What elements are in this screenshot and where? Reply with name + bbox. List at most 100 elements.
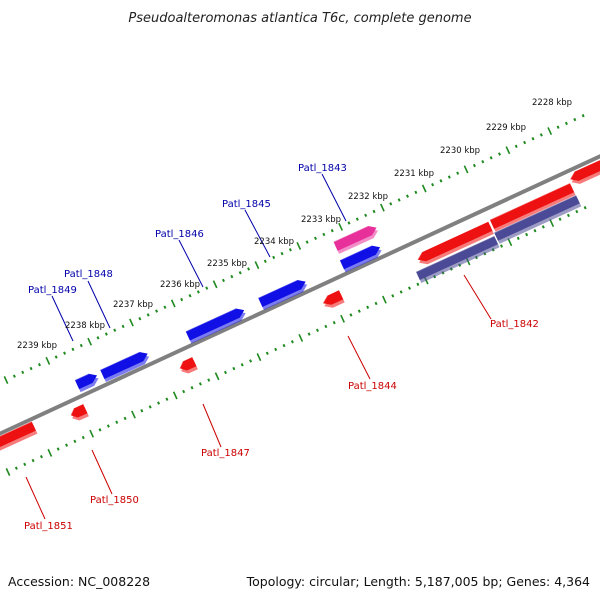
outer-minor-tick — [180, 297, 184, 302]
outer-minor-tick — [456, 171, 460, 175]
inner-major-tick — [5, 468, 11, 476]
inner-minor-tick — [23, 462, 27, 467]
outer-minor-tick — [581, 114, 585, 118]
gene-label-patl-1844: Patl_1844 — [348, 381, 397, 392]
outer-minor-tick — [539, 133, 543, 137]
outer-minor-tick — [21, 370, 25, 375]
outer-minor-tick — [498, 152, 502, 156]
inner-minor-tick — [399, 290, 403, 294]
genome-summary-text: Topology: circular; Length: 5,187,005 bp… — [246, 574, 590, 589]
outer-major-tick — [254, 261, 260, 270]
inner-minor-tick — [157, 401, 161, 405]
outer-major-tick — [380, 203, 385, 212]
outer-minor-tick — [372, 209, 376, 214]
inner-major-tick — [340, 314, 345, 323]
outer-major-tick — [129, 318, 134, 327]
gene-label-patl-1843: Patl_1843 — [298, 163, 347, 174]
inner-minor-tick — [148, 405, 152, 409]
outer-major-tick — [338, 222, 343, 231]
outer-minor-tick — [472, 163, 476, 168]
inner-minor-tick — [182, 389, 186, 394]
inner-major-tick — [172, 391, 178, 400]
inner-minor-tick — [31, 458, 35, 463]
outer-minor-tick — [347, 221, 351, 225]
outer-major-tick — [45, 356, 51, 365]
inner-minor-tick — [240, 363, 244, 367]
inner-minor-tick — [558, 217, 562, 221]
inner-major-tick — [214, 372, 220, 381]
leader-patl-1846 — [178, 239, 204, 288]
kbp-tick-labels: 2228 kbp 2229 kbp 2230 kbp 2231 kbp 2232… — [17, 98, 572, 351]
inner-minor-tick — [232, 366, 236, 371]
outer-major-tick — [463, 165, 469, 174]
leader-patl-1845 — [244, 209, 271, 258]
inner-major-tick — [131, 410, 136, 419]
outer-minor-tick — [113, 328, 117, 332]
kbp-label-2234: 2234 kbp — [254, 237, 294, 247]
inner-minor-tick — [198, 382, 202, 386]
inner-minor-tick — [56, 447, 60, 451]
inner-minor-tick — [123, 416, 127, 421]
kbp-label-2232: 2232 kbp — [348, 192, 388, 202]
inner-minor-tick — [408, 286, 411, 290]
outer-minor-tick — [573, 117, 577, 122]
outer-tick-ring — [3, 114, 585, 384]
outer-major-tick — [212, 280, 218, 289]
inner-minor-tick — [265, 351, 269, 355]
outer-major-tick — [3, 376, 9, 384]
outer-minor-tick — [514, 144, 518, 149]
inner-major-tick — [256, 353, 262, 362]
inner-minor-tick — [39, 454, 43, 459]
outer-minor-tick — [330, 228, 334, 233]
outer-minor-tick — [406, 194, 409, 198]
gene-patl-1842 — [417, 221, 494, 265]
kbp-label-2230: 2230 kbp — [440, 146, 480, 156]
outer-minor-tick — [247, 267, 251, 271]
gene-label-patl-1847: Patl_1847 — [201, 448, 250, 459]
inner-minor-tick — [282, 343, 286, 348]
outer-minor-tick — [138, 317, 142, 321]
outer-minor-tick — [155, 309, 159, 313]
inner-minor-tick — [366, 305, 370, 310]
map-title: Pseudoalteromonas atlantica T6c, complet… — [128, 11, 471, 26]
leader-patl-1844 — [347, 335, 371, 380]
gene-label-patl-1846: Patl_1846 — [155, 229, 204, 240]
outer-minor-tick — [96, 336, 100, 340]
kbp-label-2233: 2233 kbp — [301, 215, 341, 225]
outer-minor-tick — [313, 236, 317, 240]
leader-patl-1849 — [51, 295, 74, 342]
outer-minor-tick — [280, 251, 284, 256]
outer-minor-tick — [205, 286, 209, 290]
label-leader-lines — [25, 173, 492, 520]
leader-patl-1848 — [87, 280, 111, 329]
outer-minor-tick — [221, 278, 225, 283]
inner-minor-tick — [541, 225, 545, 229]
outer-minor-tick — [531, 137, 535, 141]
outer-minor-tick — [54, 355, 58, 359]
inner-minor-tick — [290, 340, 294, 344]
outer-minor-tick — [163, 305, 167, 309]
inner-minor-tick — [332, 320, 336, 325]
outer-minor-tick — [523, 140, 527, 145]
inner-minor-tick — [65, 443, 69, 447]
gene-patl-1851 — [0, 420, 38, 451]
inner-minor-tick — [115, 420, 119, 424]
inner-major-tick — [382, 295, 387, 304]
inner-minor-tick — [416, 282, 420, 287]
outer-minor-tick — [564, 121, 568, 126]
inner-minor-tick — [516, 236, 520, 241]
inner-minor-tick — [583, 206, 587, 210]
gene-label-patl-1850: Patl_1850 — [90, 495, 139, 506]
inner-minor-tick — [81, 435, 85, 440]
inner-major-tick — [47, 448, 53, 457]
inner-minor-tick — [14, 466, 18, 470]
kbp-label-2239: 2239 kbp — [17, 341, 57, 351]
gene-patl-1848 — [99, 351, 150, 382]
gene-label-patl-1848: Patl_1848 — [64, 269, 113, 280]
kbp-label-2228: 2228 kbp — [532, 98, 572, 108]
kbp-label-2229: 2229 kbp — [486, 123, 526, 133]
outer-minor-tick — [71, 347, 75, 352]
inner-major-tick — [507, 238, 513, 247]
inner-minor-tick — [190, 386, 194, 390]
